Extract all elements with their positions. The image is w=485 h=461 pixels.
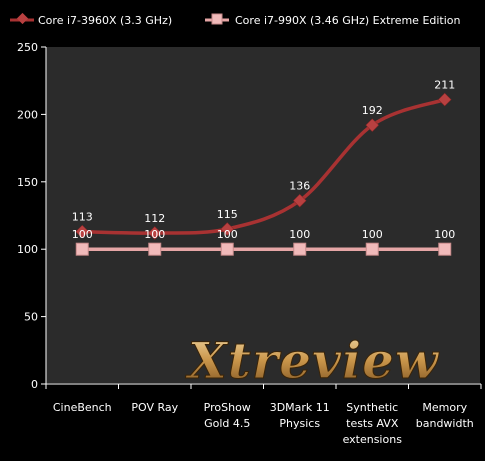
y-tick-label: 100: [17, 243, 38, 256]
point-marker-series-1: [220, 222, 234, 236]
x-tick-label-line: Memory: [422, 401, 467, 414]
x-tick-label-line: POV Ray: [131, 401, 178, 414]
plot-area: [46, 47, 480, 383]
y-tick-label: 200: [17, 108, 38, 121]
data-label-series-2: 100: [434, 228, 455, 241]
data-labels: 113 112 115 136 192 211 100 100 100 100 100 100: [72, 79, 456, 242]
x-tick-label-line: bandwidth: [416, 417, 474, 430]
data-label-series-1: 211: [434, 79, 455, 92]
legend-label-series-1: Core i7-3960X (3.3 GHz): [38, 14, 172, 27]
series-markers: [75, 92, 452, 256]
point-marker-series-1: [75, 224, 89, 239]
x-tick-label: ProShow Gold 4.5: [204, 401, 251, 430]
data-label-series-1: 192: [362, 104, 383, 117]
point-marker-series-1: [438, 92, 452, 107]
x-tick-label-line: extensions: [343, 433, 403, 446]
x-tick-label: CineBench: [53, 401, 112, 414]
x-axis-ticks: CineBench POV Ray ProShow Gold 4.5 3DMark 11…: [45, 384, 482, 446]
point-marker-series-2: [438, 242, 452, 256]
y-tick-label: 250: [17, 41, 38, 54]
data-label-series-1: 113: [72, 211, 93, 224]
point-marker-series-2: [365, 242, 379, 256]
y-tick-label: 0: [31, 378, 38, 391]
y-axis-ticks: 0 50 100 150 200 250: [17, 41, 46, 391]
data-label-series-1: 115: [217, 208, 238, 221]
x-tick-label-line: tests AVX: [346, 417, 399, 430]
data-label-series-2: 100: [72, 228, 93, 241]
x-tick-label: Memory bandwidth: [416, 401, 474, 430]
x-tick-label-line: 3DMark 11: [270, 401, 330, 414]
x-tick-label-line: Synthetic: [346, 401, 398, 414]
legend-label-series-2: Core i7-990X (3.46 GHz) Extreme Edition: [235, 14, 461, 27]
point-marker-series-1: [365, 118, 379, 132]
series-layer: 113 112 115 136 192 211 100 100 100 100 100 100: [72, 79, 456, 256]
data-label-series-2: 100: [289, 228, 310, 241]
point-marker-series-1: [293, 193, 307, 208]
point-marker-series-2: [293, 242, 307, 256]
xtreview-watermark: Xtreview: [185, 331, 440, 390]
point-marker-series-2: [220, 242, 234, 256]
legend-item-series-1: Core i7-3960X (3.3 GHz): [10, 12, 172, 27]
legend: Core i7-3960X (3.3 GHz) Core i7-990X (3.…: [10, 12, 461, 27]
legend-square-marker: [211, 13, 223, 25]
data-label-series-1: 112: [144, 212, 165, 225]
legend-item-series-2: Core i7-990X (3.46 GHz) Extreme Edition: [205, 13, 461, 27]
x-tick-label-line: ProShow: [204, 401, 251, 414]
y-tick-label: 50: [24, 311, 38, 324]
x-tick-label: POV Ray: [131, 401, 178, 414]
point-marker-series-2: [148, 242, 162, 256]
point-marker-series-1: [148, 226, 162, 240]
x-tick-label: Synthetic tests AVX extensions: [343, 401, 403, 446]
legend-diamond-marker: [16, 12, 29, 25]
x-tick-label-line: CineBench: [53, 401, 112, 414]
data-label-series-2: 100: [217, 228, 238, 241]
point-marker-series-2: [75, 242, 89, 256]
x-tick-label-line: Gold 4.5: [204, 417, 250, 430]
x-tick-label-line: Physics: [279, 417, 320, 430]
data-label-series-1: 136: [289, 180, 310, 193]
y-tick-label: 150: [17, 176, 38, 189]
x-tick-label: 3DMark 11 Physics: [270, 401, 330, 430]
data-label-series-2: 100: [144, 228, 165, 241]
data-label-series-2: 100: [362, 228, 383, 241]
